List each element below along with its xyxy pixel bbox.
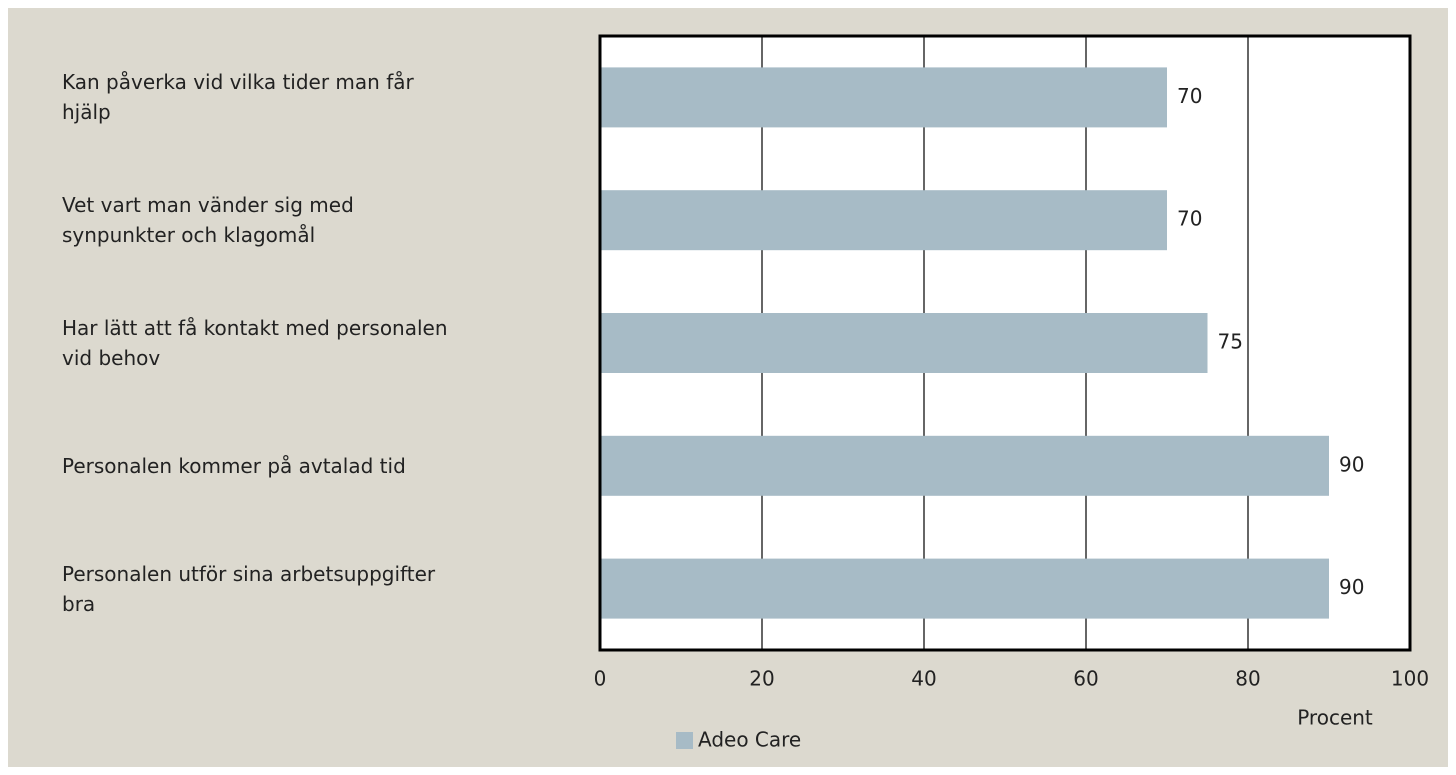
bar — [600, 313, 1208, 373]
plot-border — [598, 34, 1412, 652]
x-tick-label: 20 — [749, 667, 774, 691]
bar — [600, 435, 1329, 496]
x-tick-label: 40 — [911, 667, 936, 691]
value-label: 70 — [1177, 207, 1202, 231]
value-label: 70 — [1177, 84, 1202, 108]
bar — [600, 67, 1167, 128]
y-tick-label: Kan påverka vid vilka tider man får hjäl… — [62, 70, 414, 125]
y-tick-label: Personalen utför sina arbetsuppgifter br… — [62, 561, 436, 616]
y-tick-label: Personalen kommer på avtalad tid — [62, 453, 406, 478]
legend-label: Adeo Care — [698, 728, 801, 752]
x-tick-label: 80 — [1235, 667, 1260, 691]
y-tick-label: Vet vart man vänder sig med synpunkter o… — [62, 193, 354, 248]
x-tick-label: 0 — [594, 667, 607, 691]
y-tick-label: Har lätt att få kontakt med personalen v… — [62, 316, 448, 370]
x-axis-title: Procent — [1297, 706, 1373, 730]
value-label: 90 — [1339, 452, 1364, 476]
bar — [600, 190, 1167, 251]
value-label: 90 — [1339, 575, 1364, 599]
x-tick-label: 60 — [1073, 667, 1098, 691]
value-label: 75 — [1218, 330, 1243, 354]
legend-swatch — [676, 732, 693, 749]
x-tick-label: 100 — [1391, 667, 1429, 691]
bar — [600, 558, 1329, 619]
